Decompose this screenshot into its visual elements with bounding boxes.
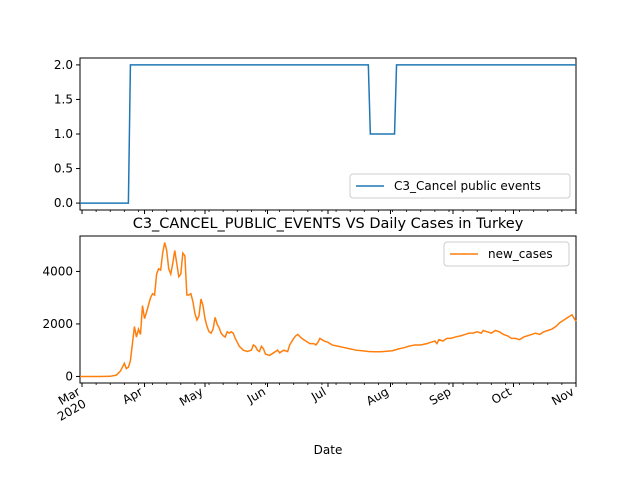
bottom-x-tick-label: Jul	[308, 384, 328, 404]
top-legend: C3_Cancel public events	[349, 173, 571, 199]
bottom-legend-box	[443, 241, 570, 267]
top-y-tick-label: 1.0	[54, 127, 73, 141]
top-legend-label: C3_Cancel public events	[394, 179, 541, 193]
top-y-tick-label: 1.5	[54, 92, 73, 106]
top-y-ticks: 0.0 0.5 1.0 1.5 2.0	[54, 58, 80, 210]
bottom-legend: new_cases	[443, 241, 570, 267]
chart-title: C3_CANCEL_PUBLIC_EVENTS VS Daily Cases i…	[133, 216, 524, 232]
bottom-subplot: C3_CANCEL_PUBLIC_EVENTS VS Daily Cases i…	[42, 216, 577, 457]
top-legend-box	[349, 173, 571, 199]
top-series-line	[80, 64, 576, 204]
top-y-tick-label: 0.5	[54, 162, 73, 176]
top-y-tick-label: 0.0	[54, 196, 73, 210]
top-x-ticks	[81, 210, 577, 214]
bottom-y-ticks: 0 2000 4000	[42, 264, 80, 383]
bottom-y-tick-label: 4000	[42, 264, 73, 278]
bottom-y-tick-label: 0	[65, 369, 73, 383]
top-y-tick-label: 2.0	[54, 58, 73, 72]
bottom-legend-label: new_cases	[488, 247, 553, 261]
top-subplot: 0.0 0.5 1.0 1.5 2.0 C3_Cancel public events	[54, 57, 577, 214]
bottom-y-tick-label: 2000	[42, 317, 73, 331]
x-axis-title: Date	[314, 443, 343, 457]
bottom-series-line	[80, 242, 577, 378]
